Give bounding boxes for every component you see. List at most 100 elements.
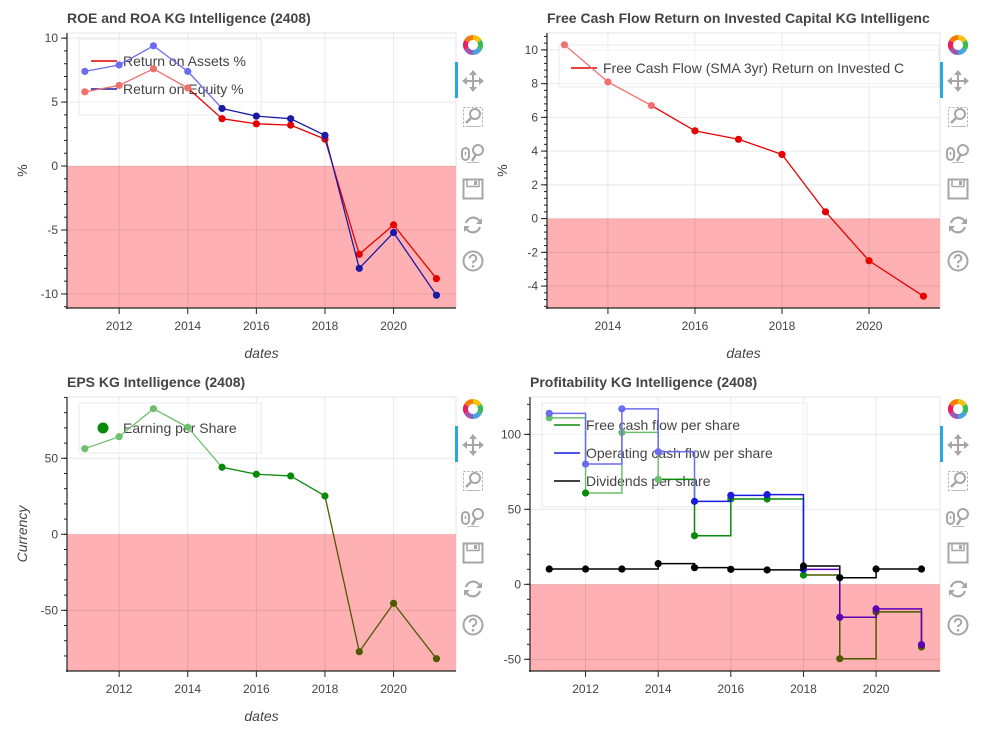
data-point[interactable] [184,67,192,75]
data-point[interactable] [836,655,844,663]
data-point[interactable] [287,472,295,480]
data-point[interactable] [763,491,771,499]
data-point[interactable] [799,562,808,570]
help-icon[interactable] [945,612,971,638]
data-point[interactable] [727,565,735,573]
data-point[interactable] [763,566,771,574]
save-icon[interactable] [460,176,486,202]
pan-icon[interactable] [945,432,971,458]
data-point[interactable] [389,599,398,607]
data-point[interactable] [778,150,786,159]
data-point[interactable] [389,221,398,229]
data-point[interactable] [81,445,89,453]
data-point[interactable] [560,41,569,49]
data-point[interactable] [355,250,363,258]
data-point[interactable] [872,605,880,613]
data-point[interactable] [690,532,699,540]
pan-icon[interactable] [460,432,486,458]
pan-icon[interactable] [460,68,486,94]
data-point[interactable] [865,257,873,265]
series-line-segment [563,44,609,83]
data-point[interactable] [287,115,295,123]
data-point[interactable] [321,492,329,500]
data-point[interactable] [690,564,699,572]
box-zoom-icon[interactable] [945,104,971,130]
data-point[interactable] [432,274,441,283]
save-icon[interactable] [945,540,971,566]
pan-icon[interactable] [945,68,971,94]
data-point[interactable] [604,78,612,86]
data-point[interactable] [81,88,89,96]
reset-icon[interactable] [945,576,971,602]
wheel-zoom-icon[interactable] [945,140,971,166]
data-point[interactable] [581,489,590,497]
data-point[interactable] [647,101,656,110]
data-point[interactable] [149,65,158,73]
data-point[interactable] [836,613,844,621]
data-point[interactable] [321,131,329,139]
toolbar-separator [952,162,964,163]
series-line-segment [825,211,870,262]
chart-profitability[interactable]: 100 50 0 -50 2012 2014 2016 2018 2020 Free cash f… [500,370,1000,740]
data-point[interactable] [545,409,553,417]
series-line-segment [393,602,437,660]
chart-roe-roa[interactable]: 10 5 0 -5 -10 2012 2014 2016 2018 2020 dates% Retur… [0,0,500,370]
data-point[interactable] [252,112,260,120]
data-point[interactable] [218,115,226,123]
data-point[interactable] [917,565,926,573]
data-point[interactable] [654,560,662,568]
data-point[interactable] [81,67,89,75]
data-point[interactable] [836,574,844,582]
data-point[interactable] [287,121,295,129]
data-point[interactable] [432,291,441,299]
data-point[interactable] [581,565,590,573]
data-point[interactable] [919,292,928,300]
data-point[interactable] [872,565,880,573]
data-point[interactable] [149,42,158,50]
data-point[interactable] [581,460,590,468]
reset-icon[interactable] [945,212,971,238]
data-point[interactable] [252,120,260,128]
chart-fcf-roic[interactable]: 10 8 6 4 2 0 -2 -4 2014 2016 2018 2020 dates% Free Ca… [494,0,1000,370]
reset-icon[interactable] [460,212,486,238]
help-icon[interactable] [460,248,486,274]
data-point[interactable] [184,423,192,431]
help-icon[interactable] [945,248,971,274]
wheel-zoom-icon[interactable] [460,140,486,166]
chart-eps[interactable]: 50 0 -50 2012 2014 2016 2018 2020 dates Currency E… [0,370,500,740]
wheel-zoom-icon[interactable] [460,504,486,530]
save-icon[interactable] [460,540,486,566]
data-point[interactable] [690,497,699,505]
box-zoom-icon[interactable] [460,104,486,130]
data-point[interactable] [149,405,158,413]
data-point[interactable] [355,264,363,272]
wheel-zoom-icon[interactable] [945,504,971,530]
data-point[interactable] [799,571,808,579]
save-icon[interactable] [945,176,971,202]
data-point[interactable] [654,475,662,483]
data-point[interactable] [654,448,662,456]
help-icon[interactable] [460,612,486,638]
data-point[interactable] [218,463,226,471]
reset-icon[interactable] [460,576,486,602]
data-point[interactable] [618,565,626,573]
data-point[interactable] [115,433,123,441]
box-zoom-icon[interactable] [945,468,971,494]
data-point[interactable] [691,127,699,135]
data-point[interactable] [355,648,363,656]
data-point[interactable] [389,228,398,237]
box-zoom-icon[interactable] [460,468,486,494]
data-point[interactable] [618,405,626,413]
data-point[interactable] [184,84,192,92]
data-point[interactable] [545,565,553,573]
data-point[interactable] [115,81,123,90]
data-point[interactable] [432,655,441,663]
y-tick-label: -5 [47,223,58,237]
data-point[interactable] [115,61,123,69]
data-point[interactable] [917,641,926,649]
data-point[interactable] [218,104,226,113]
data-point[interactable] [252,470,260,478]
data-point[interactable] [734,135,743,143]
data-point[interactable] [727,491,735,499]
data-point[interactable] [821,208,830,216]
